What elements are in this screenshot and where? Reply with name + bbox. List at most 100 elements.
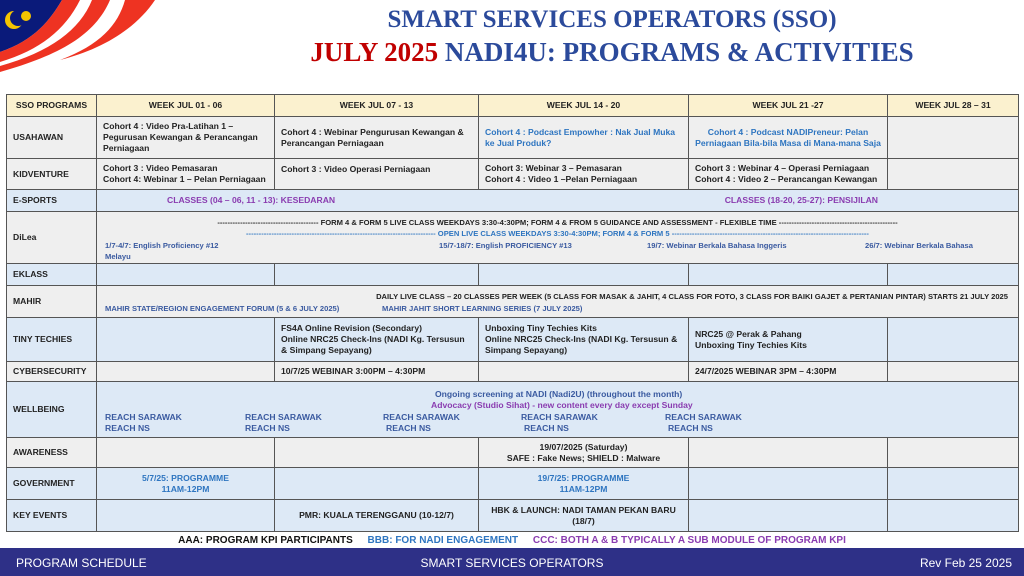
cell-line: Cohort 3 : Video Pemasaran — [103, 163, 218, 173]
cell-empty — [274, 263, 479, 286]
dilea-event: 1/7-4/7: English Proficiency #12 — [105, 240, 219, 250]
reach-sarawak: REACH SARAWAK — [665, 411, 742, 422]
reach-ns: REACH NS — [386, 422, 431, 433]
footer-right: Rev Feb 25 2025 — [919, 556, 1012, 570]
row-label: CYBERSECURITY — [6, 361, 97, 382]
cell-empty — [887, 158, 1019, 190]
row-mahir: MAHIR DAILY LIVE CLASS – 20 CLASSES PER … — [6, 285, 1019, 318]
cell: PMR: KUALA TERENGGANU (10-12/7) — [274, 499, 479, 532]
footer-center: SMART SERVICES OPERATORS — [420, 556, 604, 570]
cell: Cohort 4 : Podcast NADIPreneur: Pelan Pe… — [688, 116, 888, 159]
row-label: KIDVENTURE — [6, 158, 97, 190]
row-label: DiLea — [6, 211, 97, 264]
reach-sarawak: REACH SARAWAK — [245, 411, 322, 422]
cell-empty — [478, 361, 689, 382]
row-eklass: EKLASS — [6, 263, 1019, 286]
reach-ns: REACH NS — [668, 422, 713, 433]
dilea-event: 26/7: Webinar Berkala Bahasa — [865, 240, 973, 250]
dilea-event: 15/7-18/7: English PROFICIENCY #13 — [439, 240, 572, 250]
cell-line: Cohort 4 : Video 2 – Perancangan Kewanga… — [695, 174, 878, 184]
cell: 5/7/25: PROGRAMME 11AM-12PM — [96, 467, 275, 500]
cell-empty — [688, 467, 888, 500]
row-usahawan: USAHAWAN Cohort 4 : Video Pra-Latihan 1 … — [6, 116, 1019, 159]
row-label: KEY EVENTS — [6, 499, 97, 532]
cell-line: 19/7/25: PROGRAMME — [537, 472, 630, 483]
cell: 19/07/2025 (Saturday) SAFE : Fake News; S… — [478, 437, 689, 468]
cell: ----------------------------------------… — [96, 211, 1019, 264]
dilea-line: ----------------------------------------… — [246, 228, 869, 238]
row-dilea: DiLea ----------------------------------… — [6, 211, 1019, 264]
row-label: AWARENESS — [6, 437, 97, 468]
reach-ns: REACH NS — [105, 422, 150, 433]
row-label: TINY TECHIES — [6, 317, 97, 362]
mahir-line: DAILY LIVE CLASS – 20 CLASSES PER WEEK (… — [376, 291, 1008, 301]
legend-aaa: AAA: PROGRAM KPI PARTICIPANTS — [178, 535, 353, 546]
row-kidventure: KIDVENTURE Cohort 3 : Video Pemasaran Coh… — [6, 158, 1019, 190]
cell-empty — [887, 116, 1019, 159]
cell-line: Cohort 3: Webinar 3 – Pemasaran — [485, 163, 622, 173]
cell-line: Cohort 3 : Webinar 4 – Operasi Perniagaa… — [695, 163, 870, 173]
row-label: GOVERNMENT — [6, 467, 97, 500]
row-key-events: KEY EVENTS PMR: KUALA TERENGGANU (10-12/… — [6, 499, 1019, 532]
cell-empty — [688, 437, 888, 468]
cell-line: Unboxing Tiny Techies Kits — [695, 339, 807, 350]
footer-bar: PROGRAM SCHEDULE SMART SERVICES OPERATOR… — [0, 548, 1024, 576]
row-wellbeing: WELLBEING Ongoing screening at NADI (Nad… — [6, 381, 1019, 438]
col-header: WEEK JUL 14 - 20 — [478, 94, 689, 117]
cell-empty — [887, 499, 1019, 532]
cell: CLASSES (04 – 06, 11 - 13): KESEDARAN — [96, 189, 689, 212]
row-label: EKLASS — [6, 263, 97, 286]
row-cybersecurity: CYBERSECURITY 10/7/25 WEBINAR 3:00PM – 4… — [6, 361, 1019, 382]
schedule-table: SSO PROGRAMS WEEK JUL 01 - 06 WEEK JUL 0… — [6, 94, 1019, 532]
cell-line: NRC25 @ Perak & Pahang — [695, 328, 802, 339]
cell: Cohort 3 : Webinar 4 – Operasi Perniagaa… — [688, 158, 888, 190]
title-line-1: SMART SERVICES OPERATORS (SSO) — [387, 6, 837, 33]
cell-empty — [688, 499, 888, 532]
col-header: WEEK JUL 21 -27 — [688, 94, 888, 117]
cell: Cohort 3: Webinar 3 – Pemasaran Cohort 4 … — [478, 158, 689, 190]
cell-line: SAFE : Fake News; SHIELD : Malware — [506, 452, 661, 463]
cell-line: Online NRC25 Check-Ins (NADI Kg. Tersusu… — [485, 334, 678, 355]
cell-empty — [887, 437, 1019, 468]
cell: 24/7/2025 WEBINAR 3PM – 4:30PM — [688, 361, 888, 382]
row-label: USAHAWAN — [6, 116, 97, 159]
cell-empty — [887, 361, 1019, 382]
cell: Unboxing Tiny Techies Kits Online NRC25 C… — [478, 317, 689, 362]
mahir-event: MAHIR STATE/REGION ENGAGEMENT FORUM (5 &… — [105, 303, 340, 313]
col-header: SSO PROGRAMS — [6, 94, 97, 117]
reach-sarawak: REACH SARAWAK — [383, 411, 460, 422]
cell-empty — [887, 263, 1019, 286]
cell-empty — [478, 263, 689, 286]
cell-empty — [887, 467, 1019, 500]
footer-left: PROGRAM SCHEDULE — [16, 556, 147, 570]
row-government: GOVERNMENT 5/7/25: PROGRAMME 11AM-12PM 19… — [6, 467, 1019, 500]
reach-sarawak: REACH SARAWAK — [521, 411, 598, 422]
title-line-2: JULY 2025 NADI4U: PROGRAMS & ACTIVITIES — [200, 37, 1024, 68]
cell-empty — [96, 361, 275, 382]
wellbeing-line: Advocacy (Studio Sihat) - new content ev… — [431, 399, 693, 410]
col-header: WEEK JUL 28 – 31 — [887, 94, 1019, 117]
cell: Cohort 4 : Video Pra-Latihan 1 – Pegurus… — [96, 116, 275, 159]
cell-empty — [274, 437, 479, 468]
legend: AAA: PROGRAM KPI PARTICIPANTS BBB: FOR N… — [0, 535, 1024, 546]
cell: DAILY LIVE CLASS – 20 CLASSES PER WEEK (… — [96, 285, 1019, 318]
cell-line: FS4A Online Revision (Secondary) — [281, 323, 423, 333]
title-subtitle: NADI4U: PROGRAMS & ACTIVITIES — [438, 37, 914, 67]
cell: 10/7/25 WEBINAR 3:00PM – 4:30PM — [274, 361, 479, 382]
cell-empty — [688, 263, 888, 286]
cell: Cohort 4 : Webinar Pengurusan Kewangan &… — [274, 116, 479, 159]
cell-line: 19/07/2025 (Saturday) — [539, 441, 628, 452]
legend-ccc: CCC: BOTH A & B TYPICALLY A SUB MODULE O… — [532, 535, 846, 546]
cell: 19/7/25: PROGRAMME 11AM-12PM — [478, 467, 689, 500]
cell: Cohort 4 : Podcast Empowher : Nak Jual M… — [478, 116, 689, 159]
row-label: WELLBEING — [6, 381, 97, 438]
cell: CLASSES (18-20, 25-27): PENSIJILAN — [688, 189, 1019, 212]
row-esports: E-SPORTS CLASSES (04 – 06, 11 - 13): KES… — [6, 189, 1019, 212]
reach-ns: REACH NS — [245, 422, 290, 433]
cell-line: Cohort 4 : Video 1 –Pelan Perniagaan — [485, 174, 638, 184]
reach-ns: REACH NS — [524, 422, 569, 433]
cell-empty — [274, 467, 479, 500]
mahir-event: MAHIR JAHIT SHORT LEARNING SERIES (7 JUL… — [382, 303, 583, 313]
cell-empty — [96, 499, 275, 532]
cell: NRC25 @ Perak & Pahang Unboxing Tiny Tech… — [688, 317, 888, 362]
